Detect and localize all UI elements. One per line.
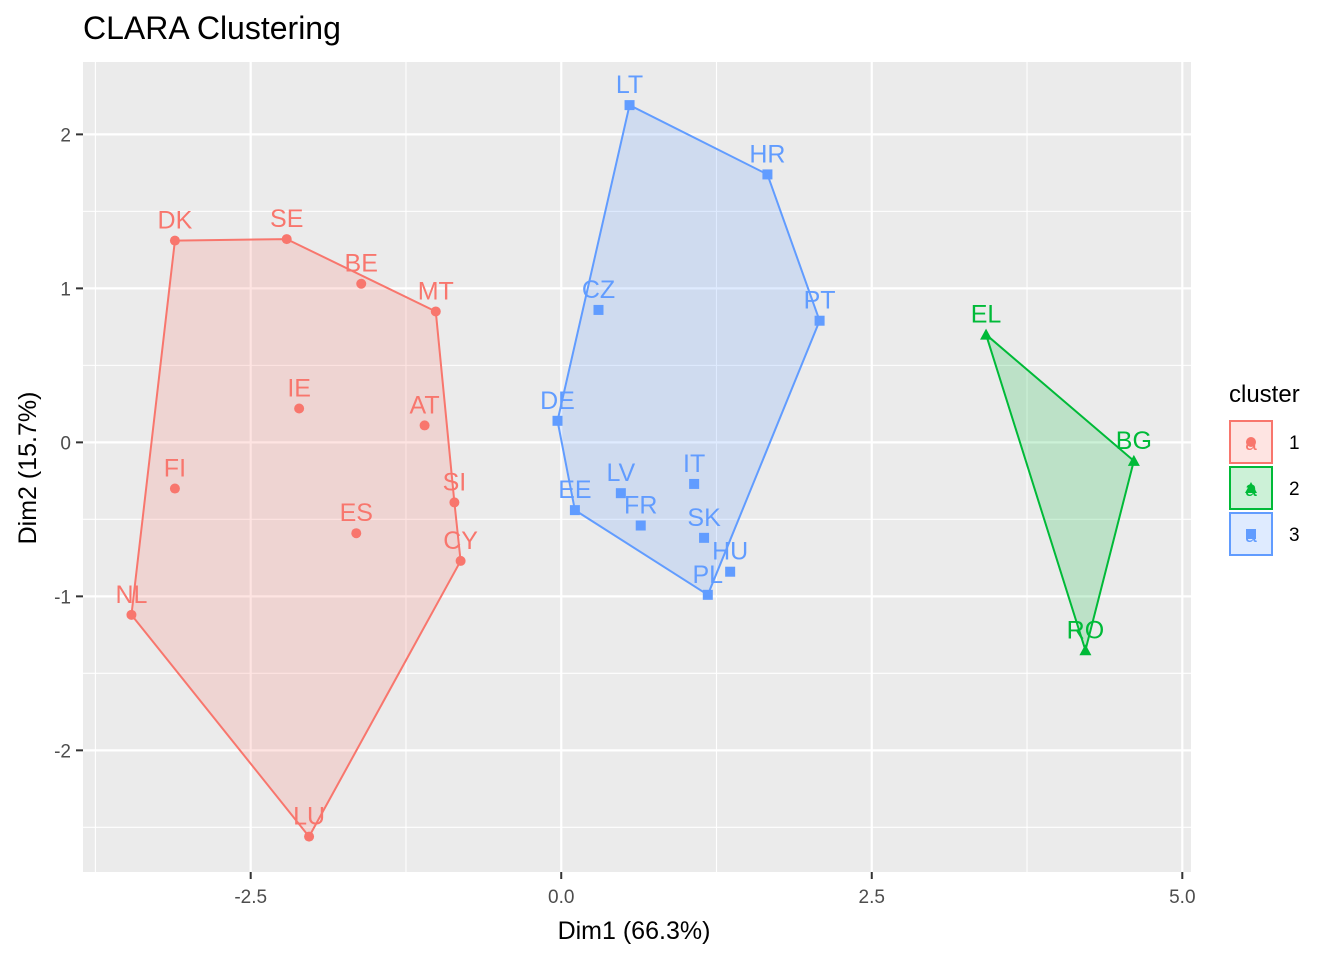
point-label-cz: CZ	[582, 276, 615, 304]
data-point-ie	[294, 403, 305, 414]
data-point-at	[419, 420, 430, 431]
data-point-lv	[615, 488, 626, 499]
data-point-be	[356, 278, 367, 289]
data-point-bg	[1127, 454, 1140, 466]
data-point-lt	[624, 100, 635, 111]
point-label-lv: LV	[606, 459, 635, 487]
data-point-it	[689, 478, 700, 489]
x-tick-label: -2.5	[234, 887, 267, 908]
y-tick-label: 2	[60, 125, 71, 146]
cluster-hull-1	[130, 238, 462, 838]
y-tick-label: 1	[60, 279, 71, 300]
point-label-hr: HR	[749, 140, 785, 168]
data-point-lu	[304, 831, 315, 842]
data-point-es	[351, 528, 362, 539]
point-label-es: ES	[340, 499, 373, 527]
cluster-points	[126, 100, 1140, 842]
legend: cluster a 1 a 2 a 3	[1229, 381, 1300, 556]
major-gridlines	[83, 62, 1191, 872]
cluster-hull-2	[985, 333, 1135, 652]
legend-key-1: a	[1229, 420, 1273, 464]
data-point-nl	[126, 609, 137, 620]
data-point-ro	[1079, 644, 1092, 656]
legend-key-glyph: a	[1245, 432, 1257, 455]
point-label-pl: PL	[693, 561, 724, 589]
legend-marker	[1246, 437, 1256, 447]
data-point-cy	[455, 555, 466, 566]
point-label-lu: LU	[293, 803, 325, 831]
x-tick-label: 5.0	[1169, 887, 1195, 908]
point-label-it: IT	[683, 450, 705, 478]
data-point-mt	[430, 306, 441, 317]
data-point-el	[980, 328, 993, 340]
legend-key-glyph: a	[1245, 524, 1257, 547]
chart-title: CLARA Clustering	[83, 10, 341, 46]
point-label-de: DE	[540, 387, 575, 415]
point-label-nl: NL	[115, 581, 147, 609]
legend-marker	[1245, 482, 1257, 493]
point-label-bg: BG	[1116, 427, 1152, 455]
data-point-ee	[569, 505, 580, 516]
y-tick-label: 0	[60, 433, 71, 454]
x-tick-label: 0.0	[548, 887, 574, 908]
point-label-ee: EE	[558, 476, 591, 504]
x-tick-label: 2.5	[859, 887, 885, 908]
legend-marker	[1246, 529, 1256, 539]
point-label-be: BE	[345, 250, 378, 278]
data-point-hr	[762, 169, 773, 180]
data-point-de	[552, 415, 563, 426]
legend-label-1: 1	[1289, 433, 1300, 454]
data-point-hu	[725, 566, 736, 577]
point-label-el: EL	[971, 301, 1002, 329]
data-point-sk	[699, 532, 710, 543]
legend-key-3: a	[1229, 512, 1273, 556]
point-label-hu: HU	[712, 538, 748, 566]
point-label-fr: FR	[624, 492, 657, 520]
data-point-si	[449, 497, 460, 508]
point-label-at: AT	[410, 391, 440, 419]
data-point-cz	[593, 304, 604, 315]
point-label-sk: SK	[687, 504, 721, 532]
y-tick-label: -2	[54, 741, 71, 762]
point-label-ie: IE	[287, 374, 311, 402]
point-label-dk: DK	[158, 207, 193, 235]
point-label-mt: MT	[418, 277, 454, 305]
axes: -2.5 0.0 2.5 5.0 -2 -1 0 1 2	[54, 125, 1195, 908]
data-point-pl	[702, 589, 713, 600]
data-point-fr	[635, 520, 646, 531]
plot-panel	[83, 62, 1191, 872]
point-label-lt: LT	[616, 71, 643, 99]
legend-title: cluster	[1229, 381, 1300, 408]
y-tick-label: -1	[54, 587, 71, 608]
point-label-se: SE	[270, 205, 303, 233]
legend-key-2: a	[1229, 466, 1273, 510]
point-label-fi: FI	[164, 455, 186, 483]
legend-label-2: 2	[1289, 479, 1300, 500]
data-point-dk	[169, 235, 180, 246]
x-axis-title: Dim1 (66.3%)	[558, 917, 711, 945]
minor-gridlines	[83, 62, 1191, 872]
data-point-fi	[169, 483, 180, 494]
data-point-se	[281, 234, 292, 245]
point-label-ro: RO	[1067, 616, 1105, 644]
point-label-cy: CY	[443, 527, 478, 555]
legend-key-glyph: a	[1245, 478, 1257, 501]
point-labels: DK SE BE MT IE AT FI SI ES CY NL LU EL BG RO LT HR PT CZ DE…	[115, 71, 1151, 830]
legend-label-3: 3	[1289, 525, 1300, 546]
point-label-si: SI	[443, 468, 467, 496]
y-axis-title: Dim2 (15.7%)	[14, 392, 42, 545]
cluster-hulls	[130, 104, 1135, 838]
data-point-pt	[814, 315, 825, 326]
point-label-pt: PT	[804, 287, 836, 315]
